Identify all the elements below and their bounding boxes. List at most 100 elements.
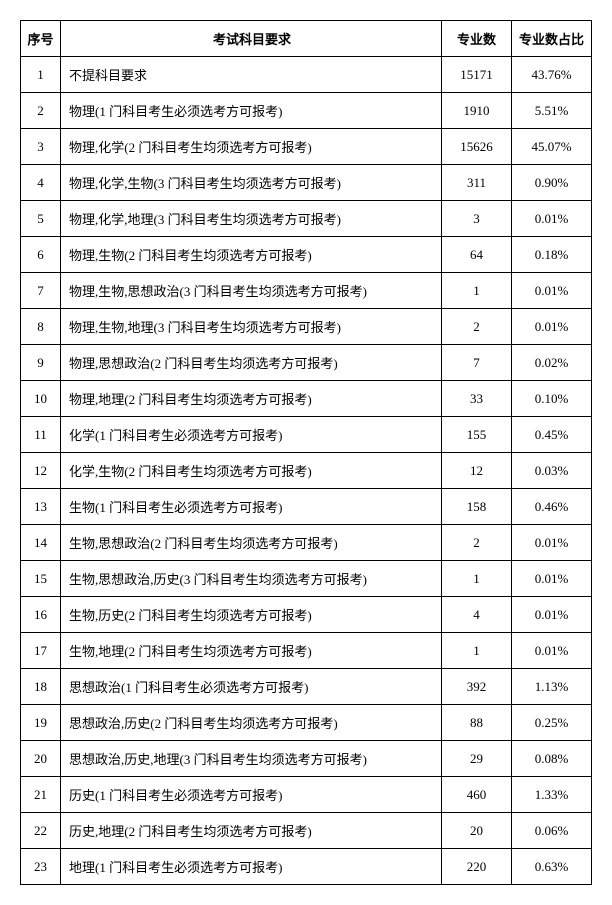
cell-requirement: 物理,生物(2 门科目考生均须选考方可报考) — [61, 237, 442, 273]
header-index: 序号 — [21, 21, 61, 57]
cell-count: 4 — [442, 597, 512, 633]
table-row: 3物理,化学(2 门科目考生均须选考方可报考)1562645.07% — [21, 129, 592, 165]
table-row: 16生物,历史(2 门科目考生均须选考方可报考)40.01% — [21, 597, 592, 633]
cell-index: 11 — [21, 417, 61, 453]
cell-requirement: 物理,化学,生物(3 门科目考生均须选考方可报考) — [61, 165, 442, 201]
cell-requirement: 历史,地理(2 门科目考生均须选考方可报考) — [61, 813, 442, 849]
cell-requirement: 化学(1 门科目考生必须选考方可报考) — [61, 417, 442, 453]
cell-index: 2 — [21, 93, 61, 129]
cell-index: 23 — [21, 849, 61, 885]
cell-index: 19 — [21, 705, 61, 741]
cell-percent: 0.06% — [512, 813, 592, 849]
table-row: 6物理,生物(2 门科目考生均须选考方可报考)640.18% — [21, 237, 592, 273]
cell-percent: 43.76% — [512, 57, 592, 93]
table-body: 1不提科目要求1517143.76%2物理(1 门科目考生必须选考方可报考)19… — [21, 57, 592, 885]
cell-requirement: 生物,地理(2 门科目考生均须选考方可报考) — [61, 633, 442, 669]
cell-count: 33 — [442, 381, 512, 417]
cell-percent: 0.02% — [512, 345, 592, 381]
cell-requirement: 物理,地理(2 门科目考生均须选考方可报考) — [61, 381, 442, 417]
cell-requirement: 化学,生物(2 门科目考生均须选考方可报考) — [61, 453, 442, 489]
table-row: 7物理,生物,思想政治(3 门科目考生均须选考方可报考)10.01% — [21, 273, 592, 309]
cell-percent: 0.01% — [512, 597, 592, 633]
cell-requirement: 物理(1 门科目考生必须选考方可报考) — [61, 93, 442, 129]
cell-index: 17 — [21, 633, 61, 669]
cell-percent: 0.01% — [512, 273, 592, 309]
cell-index: 15 — [21, 561, 61, 597]
cell-requirement: 思想政治,历史,地理(3 门科目考生均须选考方可报考) — [61, 741, 442, 777]
cell-index: 5 — [21, 201, 61, 237]
cell-percent: 45.07% — [512, 129, 592, 165]
cell-percent: 5.51% — [512, 93, 592, 129]
cell-requirement: 地理(1 门科目考生必须选考方可报考) — [61, 849, 442, 885]
cell-percent: 0.46% — [512, 489, 592, 525]
table-row: 10物理,地理(2 门科目考生均须选考方可报考)330.10% — [21, 381, 592, 417]
cell-percent: 0.01% — [512, 633, 592, 669]
requirements-table: 序号 考试科目要求 专业数 专业数占比 1不提科目要求1517143.76%2物… — [20, 20, 592, 885]
cell-count: 2 — [442, 525, 512, 561]
cell-percent: 0.25% — [512, 705, 592, 741]
cell-count: 15171 — [442, 57, 512, 93]
cell-requirement: 生物,历史(2 门科目考生均须选考方可报考) — [61, 597, 442, 633]
cell-index: 10 — [21, 381, 61, 417]
header-requirement: 考试科目要求 — [61, 21, 442, 57]
cell-index: 6 — [21, 237, 61, 273]
header-percent: 专业数占比 — [512, 21, 592, 57]
cell-index: 13 — [21, 489, 61, 525]
cell-percent: 0.18% — [512, 237, 592, 273]
table-row: 5物理,化学,地理(3 门科目考生均须选考方可报考)30.01% — [21, 201, 592, 237]
cell-index: 3 — [21, 129, 61, 165]
cell-requirement: 物理,生物,思想政治(3 门科目考生均须选考方可报考) — [61, 273, 442, 309]
cell-percent: 0.10% — [512, 381, 592, 417]
cell-count: 460 — [442, 777, 512, 813]
cell-count: 1910 — [442, 93, 512, 129]
cell-index: 16 — [21, 597, 61, 633]
cell-index: 21 — [21, 777, 61, 813]
table-row: 12化学,生物(2 门科目考生均须选考方可报考)120.03% — [21, 453, 592, 489]
cell-count: 1 — [442, 273, 512, 309]
cell-percent: 0.08% — [512, 741, 592, 777]
cell-count: 20 — [442, 813, 512, 849]
cell-count: 392 — [442, 669, 512, 705]
cell-requirement: 生物,思想政治,历史(3 门科目考生均须选考方可报考) — [61, 561, 442, 597]
cell-index: 7 — [21, 273, 61, 309]
cell-requirement: 物理,思想政治(2 门科目考生均须选考方可报考) — [61, 345, 442, 381]
table-row: 18思想政治(1 门科目考生必须选考方可报考)3921.13% — [21, 669, 592, 705]
table-row: 17生物,地理(2 门科目考生均须选考方可报考)10.01% — [21, 633, 592, 669]
cell-index: 20 — [21, 741, 61, 777]
table-row: 20思想政治,历史,地理(3 门科目考生均须选考方可报考)290.08% — [21, 741, 592, 777]
cell-requirement: 物理,生物,地理(3 门科目考生均须选考方可报考) — [61, 309, 442, 345]
cell-requirement: 生物,思想政治(2 门科目考生均须选考方可报考) — [61, 525, 442, 561]
cell-requirement: 历史(1 门科目考生必须选考方可报考) — [61, 777, 442, 813]
table-row: 9物理,思想政治(2 门科目考生均须选考方可报考)70.02% — [21, 345, 592, 381]
table-row: 1不提科目要求1517143.76% — [21, 57, 592, 93]
table-row: 15生物,思想政治,历史(3 门科目考生均须选考方可报考)10.01% — [21, 561, 592, 597]
cell-count: 155 — [442, 417, 512, 453]
cell-percent: 0.01% — [512, 309, 592, 345]
cell-index: 8 — [21, 309, 61, 345]
cell-requirement: 思想政治,历史(2 门科目考生均须选考方可报考) — [61, 705, 442, 741]
cell-percent: 0.03% — [512, 453, 592, 489]
table-row: 22历史,地理(2 门科目考生均须选考方可报考)200.06% — [21, 813, 592, 849]
cell-count: 311 — [442, 165, 512, 201]
cell-percent: 0.01% — [512, 525, 592, 561]
cell-requirement: 物理,化学(2 门科目考生均须选考方可报考) — [61, 129, 442, 165]
table-row: 2物理(1 门科目考生必须选考方可报考)19105.51% — [21, 93, 592, 129]
table-row: 19思想政治,历史(2 门科目考生均须选考方可报考)880.25% — [21, 705, 592, 741]
cell-count: 3 — [442, 201, 512, 237]
cell-requirement: 思想政治(1 门科目考生必须选考方可报考) — [61, 669, 442, 705]
table-row: 21历史(1 门科目考生必须选考方可报考)4601.33% — [21, 777, 592, 813]
cell-percent: 1.13% — [512, 669, 592, 705]
table-row: 8物理,生物,地理(3 门科目考生均须选考方可报考)20.01% — [21, 309, 592, 345]
cell-percent: 0.45% — [512, 417, 592, 453]
cell-requirement: 生物(1 门科目考生必须选考方可报考) — [61, 489, 442, 525]
cell-requirement: 不提科目要求 — [61, 57, 442, 93]
cell-count: 64 — [442, 237, 512, 273]
cell-percent: 0.63% — [512, 849, 592, 885]
cell-percent: 0.90% — [512, 165, 592, 201]
cell-count: 2 — [442, 309, 512, 345]
cell-requirement: 物理,化学,地理(3 门科目考生均须选考方可报考) — [61, 201, 442, 237]
cell-count: 7 — [442, 345, 512, 381]
cell-index: 1 — [21, 57, 61, 93]
cell-count: 12 — [442, 453, 512, 489]
table-row: 11化学(1 门科目考生必须选考方可报考)1550.45% — [21, 417, 592, 453]
